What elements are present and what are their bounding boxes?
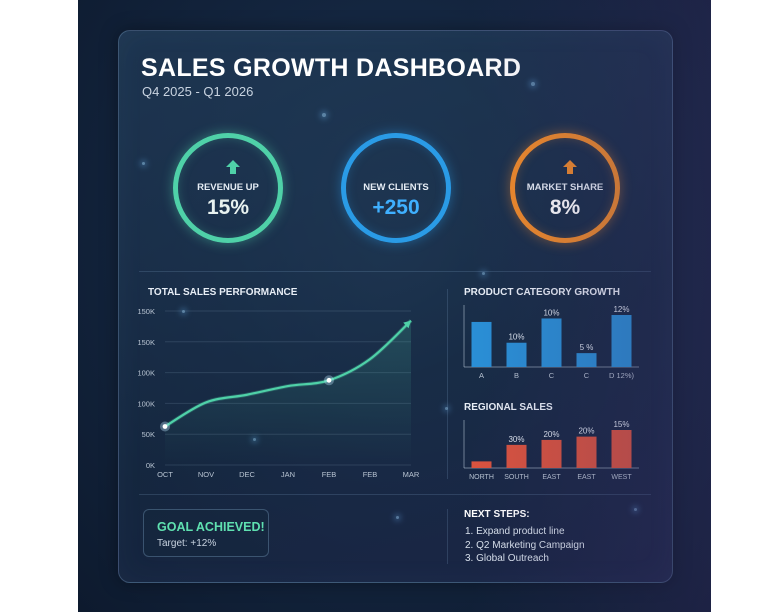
x-tick-label: MAR [403, 470, 420, 479]
bar [541, 318, 562, 367]
x-tick-label: NORTH [469, 474, 494, 481]
list-item: 3. Global Outreach [465, 553, 549, 564]
kpi-value: +250 [372, 196, 420, 219]
line-area [165, 320, 411, 465]
x-tick-label: JAN [281, 470, 295, 479]
dashboard-card: SALES GROWTH DASHBOARD Q4 2025 - Q1 2026… [118, 30, 673, 583]
bar [471, 461, 492, 468]
data-label: 5 % [580, 343, 594, 352]
bar [541, 439, 562, 468]
kpi-value: 8% [549, 196, 581, 219]
kpi-label: MARKET SHARE [526, 182, 604, 193]
y-tick-label: 0K [146, 461, 155, 470]
y-tick-label: 50K [142, 430, 155, 439]
x-tick-label: OCT [157, 470, 173, 479]
x-tick-label: EAST [577, 474, 596, 481]
bar [471, 321, 492, 367]
bar [576, 353, 597, 367]
dashboard-background: SALES GROWTH DASHBOARD Q4 2025 - Q1 2026… [78, 0, 711, 612]
kpi-label: NEW CLIENTS [363, 182, 429, 193]
kpi-clients-ring: NEW CLIENTS +250 [341, 133, 451, 243]
product-bar-chart: A 10% B 10% C 5 % C 12% D 12%) [463, 305, 639, 380]
line-chart-title: TOTAL SALES PERFORMANCE [148, 287, 298, 298]
sales-line-chart: 0K 50K 100K 100K 150K 150K OCT NOV DEC JAN FEB FEB M… [137, 307, 420, 479]
kpi-market-share-ring: MARKET SHARE 8% [510, 133, 620, 243]
divider [447, 289, 448, 479]
x-tick-label: WEST [611, 474, 632, 481]
bar [506, 444, 527, 468]
bar [611, 430, 632, 468]
divider [139, 494, 651, 495]
arrow-up-icon [563, 160, 577, 174]
page-title: SALES GROWTH DASHBOARD [141, 54, 522, 82]
next-steps-title: NEXT STEPS: [464, 509, 530, 520]
x-tick-label: EAST [542, 474, 561, 481]
regional-bar-chart: NORTH 30% SOUTH 20% EAST 20% EAST 15% WEST [463, 420, 639, 481]
sales-line [164, 319, 412, 428]
data-label: 10% [543, 308, 559, 317]
x-tick-label: FEB [363, 470, 378, 479]
kpi-value: 15% [206, 196, 250, 219]
bar [611, 315, 632, 367]
data-point [162, 424, 168, 429]
y-tick-label: 100K [137, 369, 155, 378]
next-steps-list: 1. Expand product line 2. Q2 Marketing C… [465, 525, 585, 566]
x-tick-label: D 12%) [609, 371, 635, 380]
arrow-up-icon [226, 160, 240, 174]
data-label: 10% [508, 333, 524, 342]
divider [447, 509, 448, 564]
list-item: 2. Q2 Marketing Campaign [465, 539, 585, 551]
y-tick-label: 100K [137, 399, 155, 408]
y-tick-label: 150K [137, 338, 155, 347]
arrow-up-icon [403, 320, 411, 329]
x-tick-label: A [479, 371, 484, 380]
goal-title: GOAL ACHIEVED! [157, 520, 265, 534]
goal-achieved-box: GOAL ACHIEVED! Target: +12% [143, 509, 269, 557]
product-chart-title: PRODUCT CATEGORY GROWTH [464, 287, 620, 298]
bar [576, 436, 597, 468]
regional-chart-title: REGIONAL SALES [464, 402, 553, 413]
data-label: 15% [613, 420, 629, 429]
x-tick-label: SOUTH [504, 474, 529, 481]
x-tick-label: FEB [322, 470, 337, 479]
x-tick-label: DEC [239, 470, 255, 479]
x-tick-label: C [549, 371, 555, 380]
kpi-label: REVENUE UP [197, 182, 259, 193]
data-point [326, 377, 332, 383]
kpi-revenue-ring: REVENUE UP 15% [173, 133, 283, 243]
data-label: 20% [578, 427, 594, 436]
x-tick-label: NOV [198, 470, 214, 479]
date-range: Q4 2025 - Q1 2026 [142, 84, 254, 99]
x-tick-label: B [514, 371, 519, 380]
data-label: 20% [543, 430, 559, 439]
data-label: 30% [508, 435, 524, 444]
list-item: 1. Expand product line [465, 526, 565, 537]
bar [506, 342, 527, 367]
data-label: 12% [613, 305, 629, 314]
goal-target: Target: +12% [157, 538, 217, 549]
divider [139, 271, 651, 272]
x-tick-label: C [584, 371, 590, 380]
y-tick-label: 150K [137, 307, 155, 316]
